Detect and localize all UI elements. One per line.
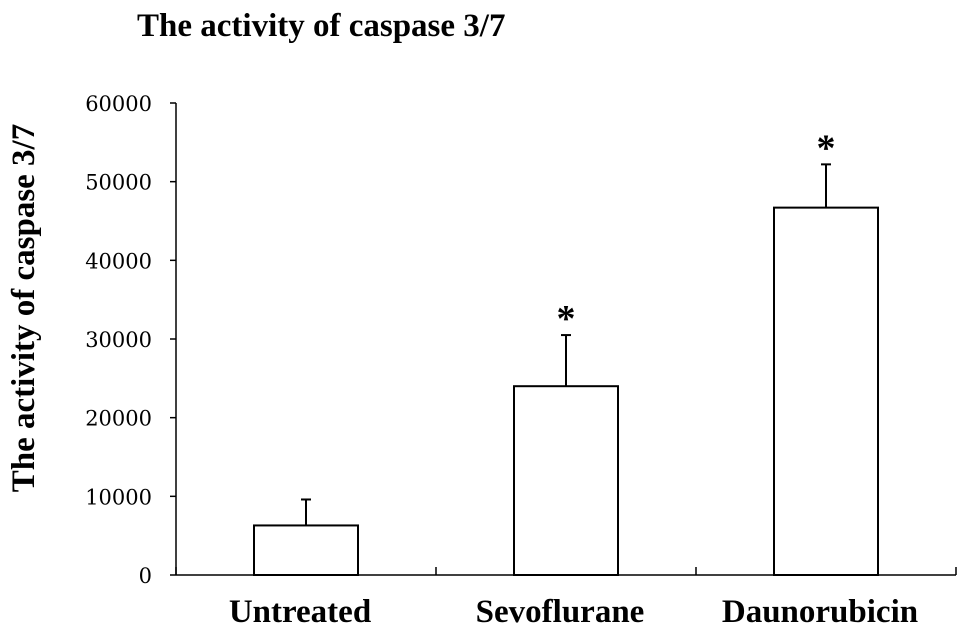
- bar-untreated: [253, 524, 359, 577]
- y-tick-label: 60000: [85, 92, 152, 116]
- bar-sevoflurane: [513, 385, 619, 577]
- y-tick-label: 20000: [85, 407, 152, 431]
- y-tick-label: 0: [139, 564, 152, 588]
- bar-daunorubicin: [773, 206, 879, 576]
- plot-area: 0 10000 20000 30000 40000 50000 60000 Untreated…: [85, 92, 957, 630]
- x-category-label: Untreated: [229, 594, 371, 630]
- y-tick-label: 50000: [85, 171, 152, 195]
- significance-marker: *: [557, 298, 576, 340]
- chart-title: The activity of caspase 3/7: [137, 8, 505, 44]
- x-category-label: Sevoflurane: [476, 594, 645, 630]
- y-tick-label: 40000: [85, 249, 152, 273]
- significance-marker: *: [817, 127, 836, 169]
- y-tick-label: 10000: [85, 485, 152, 509]
- y-tick-label: 30000: [85, 328, 152, 352]
- y-axis-label: The activity of caspase 3/7: [6, 124, 42, 492]
- x-category-label: Daunorubicin: [722, 594, 918, 630]
